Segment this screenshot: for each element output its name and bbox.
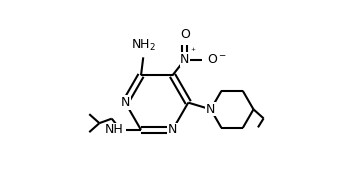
Text: $^+$: $^+$ (189, 47, 196, 55)
Text: NH: NH (104, 123, 123, 136)
Text: O: O (180, 28, 190, 41)
Text: N: N (121, 96, 130, 109)
Text: N: N (206, 103, 216, 116)
Text: NH$_2$: NH$_2$ (131, 38, 156, 53)
Text: N: N (180, 53, 189, 66)
Text: O$^-$: O$^-$ (207, 53, 227, 66)
Text: N: N (168, 123, 177, 136)
